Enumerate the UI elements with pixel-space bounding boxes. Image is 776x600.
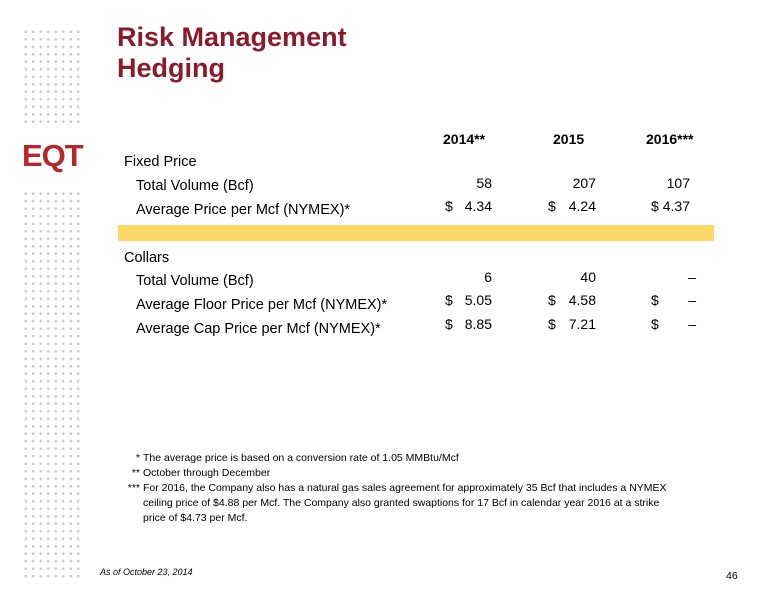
cell-fixed-price-2015: 4.24 (568, 198, 596, 214)
row-label-collars-cap-price: Average Cap Price per Mcf (NYMEX)* (136, 321, 381, 337)
footnotes: * The average price is based on a convers… (116, 451, 726, 526)
cell-cap-2015: 7.21 (568, 316, 596, 332)
footnote-1: * The average price is based on a convers… (116, 451, 726, 466)
cell-fixed-volume-2014: 58 (476, 175, 492, 191)
page-title: Risk Management Hedging (117, 22, 347, 84)
highlight-separator-band (118, 225, 714, 241)
cell-cap-2016: – (688, 316, 696, 332)
cell-floor-2015: 4.58 (568, 292, 596, 308)
cell-floor-2015-dollar: $ (548, 292, 556, 308)
cell-collars-volume-2015: 40 (580, 269, 596, 285)
cell-cap-2014-dollar: $ (445, 316, 453, 332)
row-label-fixed-average-price: Average Price per Mcf (NYMEX)* (136, 202, 351, 218)
title-line-1: Risk Management (117, 22, 347, 52)
cell-fixed-price-2016: 4.37 (662, 198, 690, 214)
cell-fixed-volume-2016: 107 (666, 175, 690, 191)
footnote-3-marker: *** (127, 482, 140, 494)
cell-floor-2014-dollar: $ (445, 292, 453, 308)
row-label-collars-total-volume: Total Volume (Bcf) (136, 273, 254, 289)
cell-fixed-price-2016-dollar: $ (651, 198, 659, 214)
footnote-1-text: The average price is based on a conversi… (143, 452, 459, 464)
cell-fixed-volume-2015: 207 (572, 175, 596, 191)
cell-fixed-price-2014: 4.34 (464, 198, 492, 214)
section-collars: Collars (124, 250, 170, 266)
cell-cap-2014: 8.85 (464, 316, 492, 332)
cell-collars-volume-2014: 6 (484, 269, 492, 285)
column-header-2016: 2016*** (646, 131, 694, 147)
eqt-logo: EQT (22, 138, 85, 173)
cell-floor-2014: 5.05 (464, 292, 492, 308)
footnote-2-text: October through December (143, 467, 271, 479)
row-label-fixed-total-volume: Total Volume (Bcf) (136, 178, 254, 194)
column-header-2015: 2015 (553, 131, 585, 147)
eqt-logo-text: EQT (22, 138, 84, 173)
cell-fixed-price-2015-dollar: $ (548, 198, 556, 214)
decorative-dot-grid-top (22, 28, 80, 126)
footnote-2-marker: ** (131, 467, 140, 479)
footnote-3: *** For 2016, the Company also has a natu… (116, 481, 726, 496)
title-line-2: Hedging (117, 53, 225, 83)
cell-collars-volume-2016: – (688, 269, 696, 285)
page-number: 46 (726, 570, 738, 582)
footnote-1-marker: * (135, 452, 140, 464)
footnote-2: ** October through December (116, 466, 726, 481)
footnote-3-continuation-1: ceiling price of $4.88 per Mcf. The Comp… (143, 497, 660, 509)
cell-floor-2016: – (688, 292, 696, 308)
column-header-2014: 2014** (443, 131, 486, 147)
section-fixed-price: Fixed Price (124, 154, 197, 170)
footnote-3-continuation-2: price of $4.73 per Mcf. (143, 512, 248, 524)
footnote-3-text: For 2016, the Company also has a natural… (143, 482, 667, 494)
cell-cap-2016-dollar: $ (651, 316, 659, 332)
as-of-date: As of October 23, 2014 (100, 567, 193, 577)
cell-fixed-price-2014-dollar: $ (445, 198, 453, 214)
cell-floor-2016-dollar: $ (651, 292, 659, 308)
cell-cap-2015-dollar: $ (548, 316, 556, 332)
row-label-collars-floor-price: Average Floor Price per Mcf (NYMEX)* (136, 297, 388, 313)
decorative-dot-grid-bottom (22, 190, 80, 582)
